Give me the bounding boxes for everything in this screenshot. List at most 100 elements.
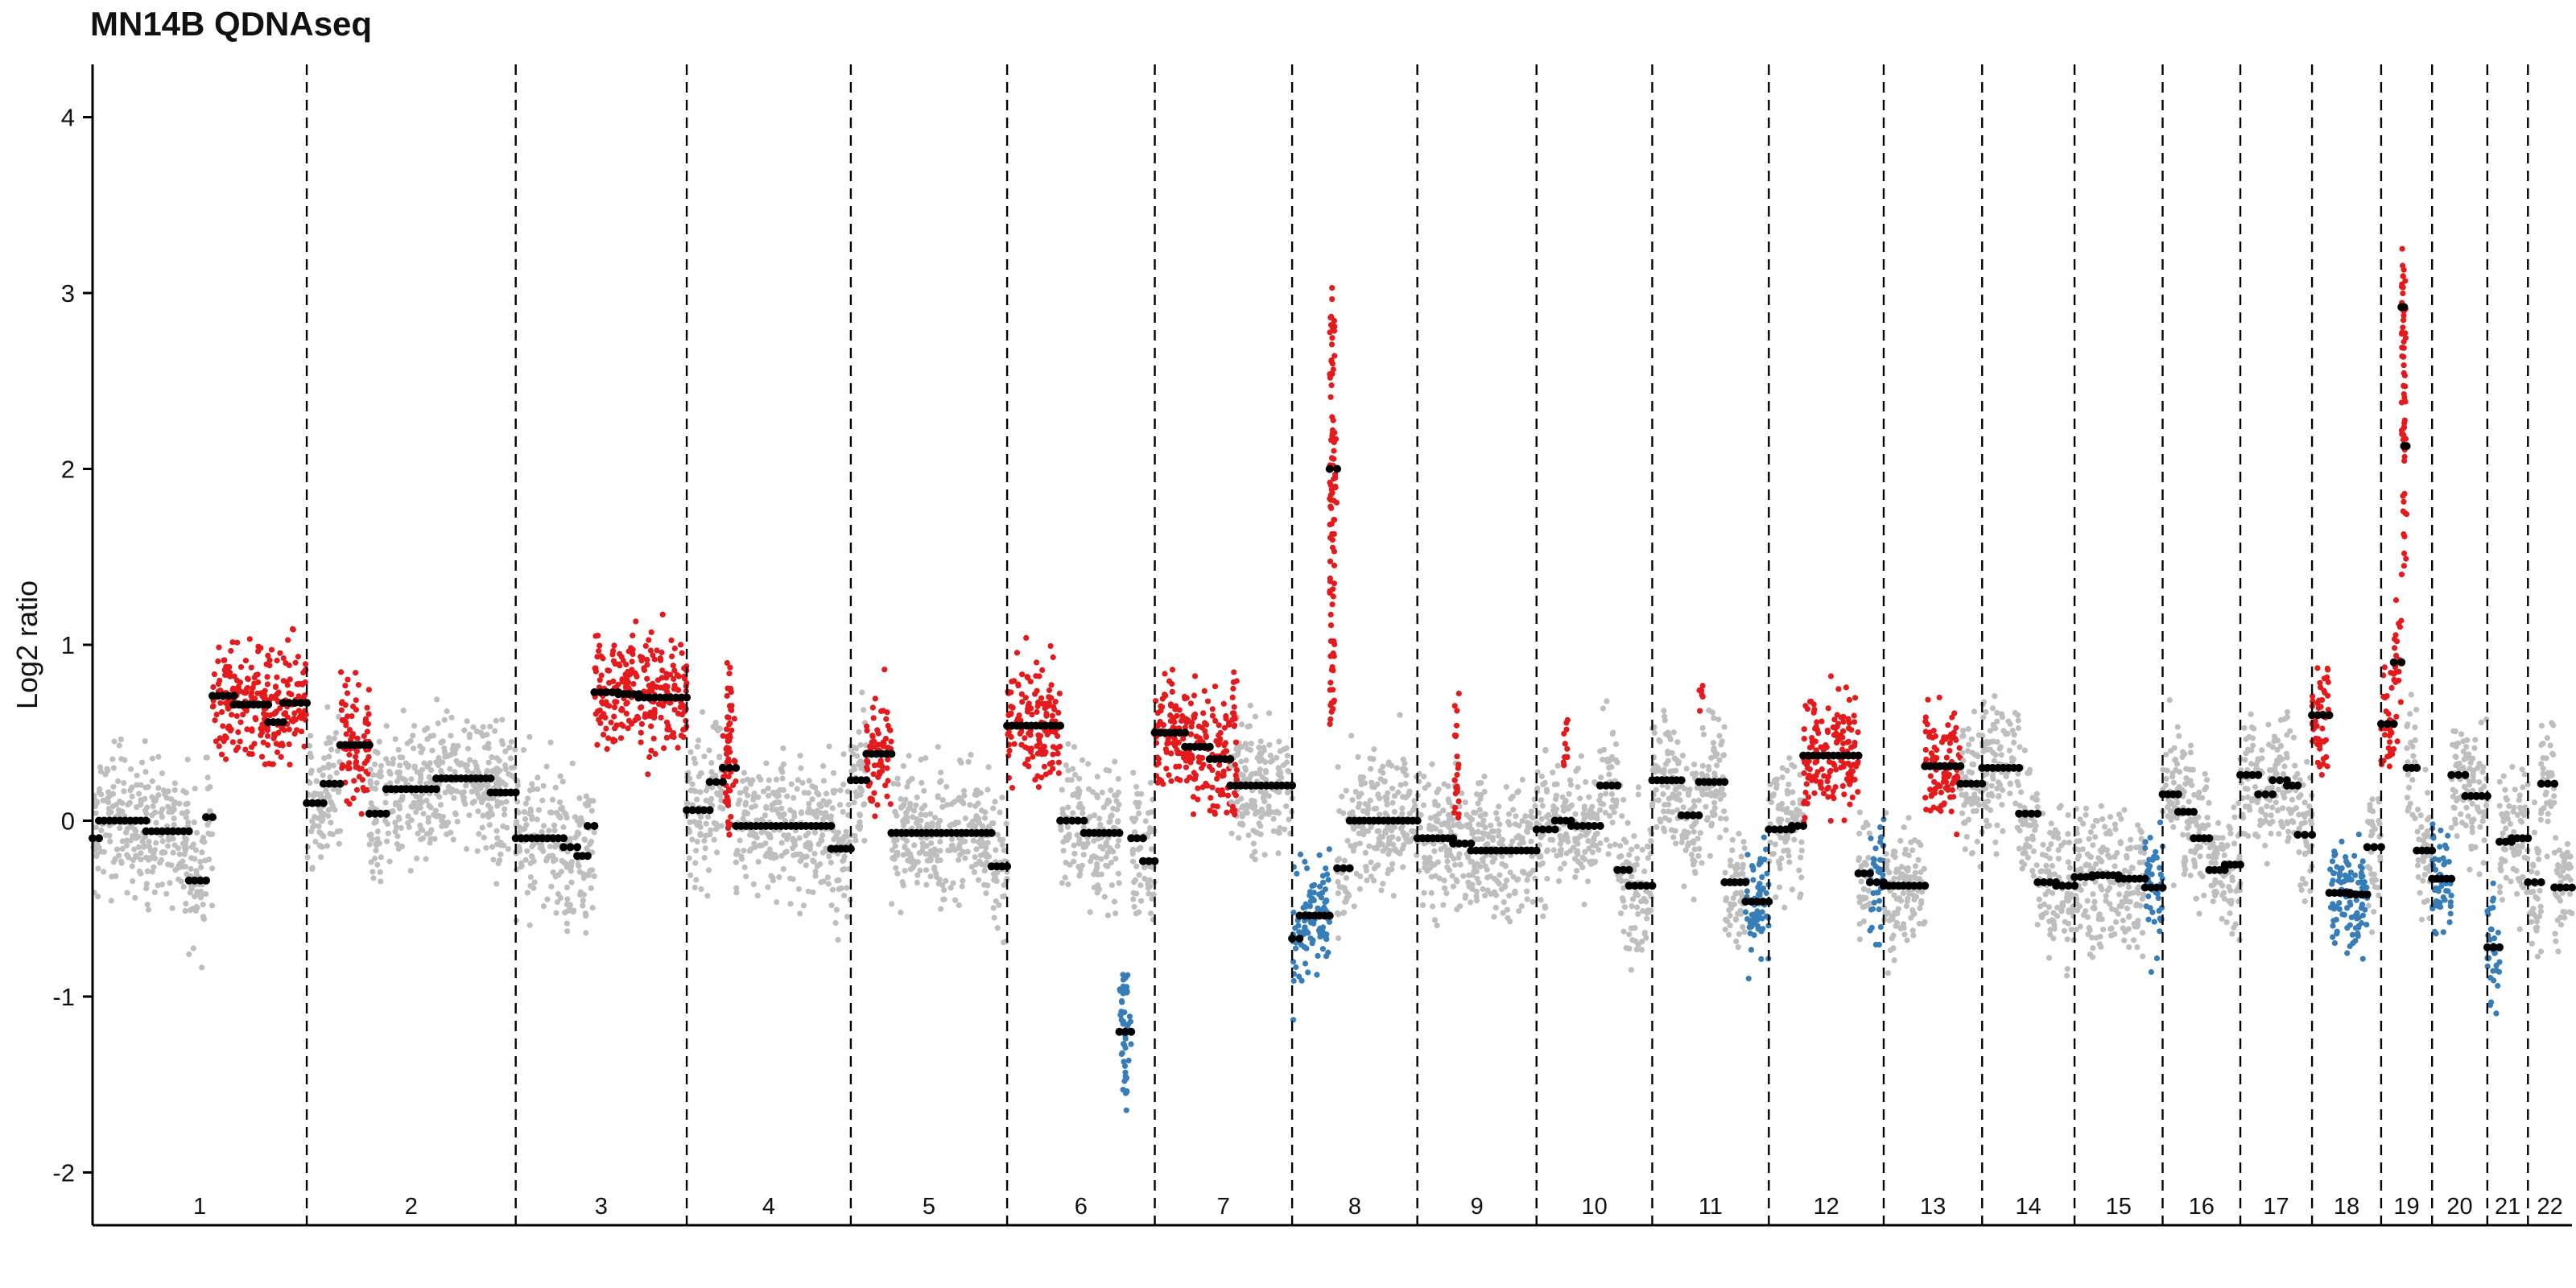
bin-point bbox=[225, 704, 231, 711]
bin-point bbox=[799, 779, 806, 786]
bin-point bbox=[138, 797, 144, 803]
bin-point bbox=[153, 840, 159, 846]
bin-point bbox=[246, 750, 253, 758]
bin-point bbox=[423, 831, 431, 837]
bin-point bbox=[1051, 706, 1058, 712]
bin-point bbox=[1542, 779, 1548, 786]
bin-point bbox=[171, 799, 178, 806]
bin-point bbox=[871, 744, 878, 750]
bin-point bbox=[1171, 719, 1178, 725]
bin-point bbox=[1428, 890, 1435, 896]
bin-point bbox=[312, 839, 319, 845]
bin-point bbox=[159, 881, 165, 888]
bin-point bbox=[840, 892, 848, 899]
bin-point bbox=[787, 901, 794, 907]
bin-point bbox=[663, 719, 671, 725]
bin-point bbox=[583, 930, 589, 936]
bin-point bbox=[1343, 875, 1350, 881]
bin-point bbox=[1877, 824, 1884, 831]
bin-point bbox=[217, 735, 223, 741]
bin-point bbox=[694, 796, 700, 803]
bin-point bbox=[331, 735, 337, 741]
bin-point bbox=[904, 814, 910, 821]
bin-point bbox=[159, 806, 166, 812]
bin-point bbox=[543, 763, 550, 770]
bin-point bbox=[1802, 789, 1809, 796]
bin-point bbox=[382, 756, 390, 762]
bin-point bbox=[1259, 806, 1265, 812]
bin-point bbox=[828, 859, 834, 866]
bin-point bbox=[1471, 809, 1477, 816]
bin-point bbox=[497, 857, 503, 864]
bin-point bbox=[470, 724, 477, 730]
bin-point bbox=[378, 768, 384, 774]
bin-point bbox=[1318, 894, 1324, 901]
bin-point bbox=[1136, 810, 1142, 817]
bin-point bbox=[1605, 851, 1612, 857]
bin-point bbox=[1433, 818, 1439, 824]
bin-point bbox=[1377, 811, 1383, 818]
bin-point bbox=[774, 899, 780, 906]
bin-point bbox=[1699, 770, 1705, 778]
bin-point bbox=[204, 774, 211, 781]
bin-point bbox=[1402, 760, 1408, 767]
bin-point bbox=[415, 799, 422, 806]
bin-point bbox=[316, 823, 322, 829]
bin-point bbox=[1631, 833, 1637, 840]
bin-point bbox=[419, 835, 427, 841]
bin-point bbox=[490, 857, 497, 863]
bin-point bbox=[1606, 758, 1612, 765]
bin-point bbox=[1168, 703, 1174, 709]
bin-point bbox=[548, 883, 555, 890]
bin-point bbox=[253, 672, 259, 679]
bin-point bbox=[1750, 866, 1757, 873]
bin-point bbox=[1852, 695, 1859, 701]
bin-point bbox=[1341, 885, 1348, 891]
bin-point bbox=[135, 833, 142, 840]
bin-point bbox=[1276, 738, 1282, 745]
bin-point bbox=[840, 857, 847, 863]
bin-point bbox=[1257, 738, 1264, 745]
bin-point bbox=[448, 733, 454, 739]
bin-point bbox=[840, 751, 847, 758]
bin-point bbox=[398, 843, 406, 849]
bin-point bbox=[301, 743, 308, 749]
bin-point bbox=[203, 754, 209, 761]
bin-point bbox=[645, 771, 651, 778]
bin-point bbox=[773, 776, 780, 783]
bin-point bbox=[487, 724, 493, 730]
bin-point bbox=[1358, 778, 1364, 784]
bin-point bbox=[1421, 854, 1427, 861]
bin-point bbox=[525, 795, 531, 802]
bin-point bbox=[1385, 840, 1392, 848]
bin-point bbox=[704, 893, 711, 899]
bin-point bbox=[612, 737, 618, 744]
bin-point bbox=[1528, 838, 1534, 844]
bin-point bbox=[167, 880, 173, 886]
bin-point bbox=[1065, 881, 1071, 888]
bin-point bbox=[967, 802, 973, 808]
bin-point bbox=[1709, 709, 1716, 716]
bin-point bbox=[142, 833, 148, 840]
bin-point bbox=[1918, 869, 1924, 876]
bin-point bbox=[439, 817, 445, 824]
bin-point bbox=[877, 758, 884, 764]
bin-point bbox=[1096, 815, 1103, 822]
bin-point bbox=[1550, 847, 1557, 853]
bin-point bbox=[1751, 932, 1757, 939]
bin-point bbox=[485, 759, 492, 766]
bin-point bbox=[1538, 773, 1545, 780]
bin-point bbox=[1827, 767, 1834, 774]
bin-point bbox=[1005, 729, 1012, 736]
bin-point bbox=[1364, 828, 1372, 835]
bin-point bbox=[150, 803, 156, 810]
bin-point bbox=[1407, 838, 1414, 844]
bin-point bbox=[1280, 746, 1286, 753]
bin-point bbox=[869, 739, 875, 745]
bin-point bbox=[1055, 750, 1061, 757]
bin-point bbox=[1498, 838, 1505, 844]
bin-point bbox=[716, 753, 723, 760]
bin-point bbox=[835, 829, 841, 836]
bin-point bbox=[910, 807, 918, 814]
bin-point bbox=[430, 733, 437, 739]
